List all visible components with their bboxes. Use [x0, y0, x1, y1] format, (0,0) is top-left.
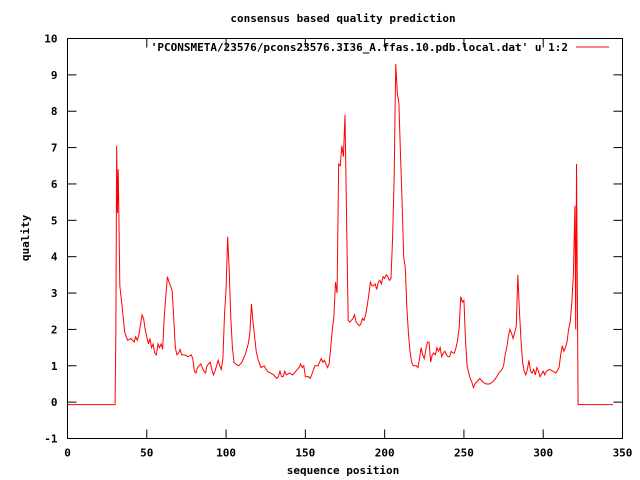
legend-series-label: 'PCONSMETA/23576/pcons23576.3I36_A.ffas.…	[151, 41, 568, 54]
x-tick-label: 0	[64, 447, 71, 460]
x-tick-label: 350	[613, 447, 633, 460]
series-line	[67, 63, 613, 406]
y-tick-label: 10	[44, 33, 57, 46]
y-tick-label: 5	[51, 214, 58, 227]
x-tick-label: 150	[295, 447, 315, 460]
y-tick-label: 7	[51, 142, 58, 155]
legend: 'PCONSMETA/23576/pcons23576.3I36_A.ffas.…	[151, 41, 609, 54]
y-tick-label: 3	[51, 287, 58, 300]
y-tick-label: 0	[51, 396, 58, 409]
y-tick-label: 6	[51, 178, 58, 191]
y-tick-label: 8	[51, 105, 58, 118]
x-axis-label: sequence position	[287, 464, 400, 477]
y-tick-label: -1	[44, 433, 58, 446]
y-tick-label: 9	[51, 69, 58, 82]
chart-title: consensus based quality prediction	[230, 12, 455, 25]
x-tick-label: 250	[454, 447, 474, 460]
x-tick-label: 200	[375, 447, 395, 460]
x-tick-label: 300	[533, 447, 553, 460]
y-tick-label: 4	[51, 251, 58, 264]
y-tick-label: 2	[51, 323, 58, 336]
x-tick-label: 50	[140, 447, 153, 460]
y-tick-label: 1	[51, 360, 58, 373]
x-tick-label: 100	[216, 447, 236, 460]
series-group	[67, 63, 613, 406]
plot-frame	[67, 38, 623, 439]
y-axis-label: quality	[19, 214, 32, 261]
